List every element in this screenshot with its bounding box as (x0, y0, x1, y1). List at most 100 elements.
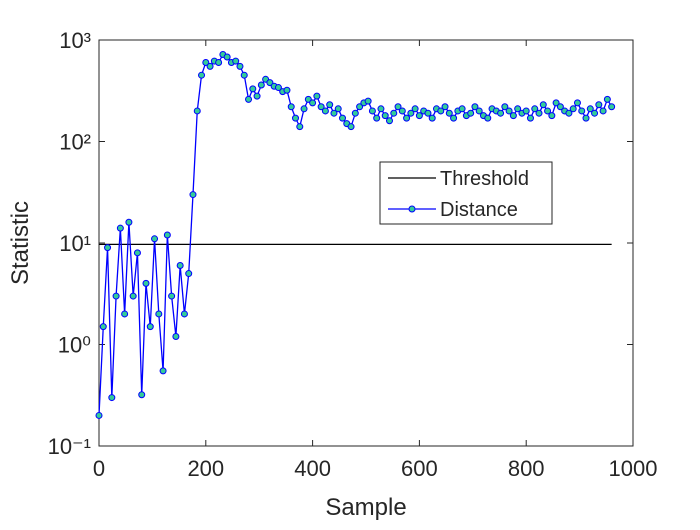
data-point (232, 57, 240, 65)
data-point (116, 224, 124, 232)
data-point (334, 105, 342, 113)
data-point (484, 114, 492, 122)
y-axis-label: Statistic (7, 201, 34, 285)
data-point (398, 107, 406, 115)
data-point (300, 105, 308, 113)
data-point (146, 323, 154, 331)
data-point (509, 112, 517, 120)
data-point (535, 109, 543, 117)
data-point (125, 218, 133, 226)
data-point (582, 114, 590, 122)
data-point (394, 103, 402, 111)
data-point (159, 367, 167, 375)
data-point (411, 105, 419, 113)
data-point (193, 107, 201, 115)
data-point (112, 292, 120, 300)
data-point (339, 114, 347, 122)
data-point (133, 249, 141, 257)
data-point (326, 101, 334, 109)
data-point (121, 310, 129, 318)
data-point (223, 53, 231, 61)
data-point (591, 109, 599, 117)
data-point (373, 114, 381, 122)
data-point (522, 107, 530, 115)
data-point (573, 99, 581, 107)
data-point (407, 109, 415, 117)
data-point (163, 231, 171, 239)
y-tick-label: 10⁰ (58, 333, 91, 358)
data-point (283, 86, 291, 94)
x-tick-label: 1000 (609, 456, 658, 481)
y-tick-label: 10⁻¹ (48, 434, 91, 459)
data-point (351, 109, 359, 117)
data-point (274, 84, 282, 92)
data-point (539, 101, 547, 109)
data-point (206, 62, 214, 70)
legend-label: Threshold (440, 168, 529, 190)
data-point (330, 109, 338, 117)
data-point (556, 103, 564, 111)
data-point (321, 107, 329, 115)
data-point (578, 107, 586, 115)
data-point (569, 105, 577, 113)
y-tick-label: 10³ (59, 28, 91, 53)
data-point (381, 112, 389, 120)
data-point (390, 109, 398, 117)
data-point (501, 103, 509, 111)
legend-box (379, 161, 553, 225)
data-point (445, 109, 453, 117)
data-point (215, 59, 223, 67)
legend-label: Distance (440, 199, 518, 221)
data-point (424, 109, 432, 117)
x-tick-label: 400 (294, 456, 331, 481)
data-point (505, 107, 513, 115)
data-point (552, 99, 560, 107)
data-point (356, 103, 364, 111)
data-point (441, 103, 449, 111)
data-point (249, 85, 257, 93)
data-point (292, 114, 300, 122)
data-point (377, 105, 385, 113)
data-point (172, 332, 180, 340)
x-tick-label: 800 (508, 456, 545, 481)
data-point (99, 323, 107, 331)
y-tick-label: 10² (59, 130, 91, 155)
y-tick-label: 10¹ (59, 231, 91, 256)
data-point (142, 279, 150, 287)
data-point (403, 114, 411, 122)
data-point (437, 107, 445, 115)
data-point (544, 107, 552, 115)
data-point (104, 244, 112, 252)
x-tick-label: 0 (93, 456, 105, 481)
data-point (253, 92, 261, 100)
data-point (603, 95, 611, 103)
data-point (497, 109, 505, 117)
data-point (129, 292, 137, 300)
data-point (176, 262, 184, 270)
data-point (95, 411, 103, 419)
data-point (155, 310, 163, 318)
data-point (608, 103, 616, 111)
data-point (548, 112, 556, 120)
legend-marker (408, 205, 416, 213)
data-point (471, 103, 479, 111)
data-point (385, 117, 393, 125)
data-point (599, 107, 607, 115)
data-point (317, 103, 325, 111)
data-point (467, 109, 475, 117)
data-point (236, 62, 244, 70)
data-point (450, 114, 458, 122)
data-point (514, 105, 522, 113)
data-point (180, 310, 188, 318)
data-point (565, 109, 573, 117)
data-point (202, 59, 210, 67)
data-point (309, 99, 317, 107)
data-point (189, 191, 197, 199)
data-point (428, 114, 436, 122)
data-point (531, 105, 539, 113)
data-point (168, 292, 176, 300)
data-point (287, 103, 295, 111)
data-point (138, 391, 146, 399)
data-point (185, 270, 193, 278)
